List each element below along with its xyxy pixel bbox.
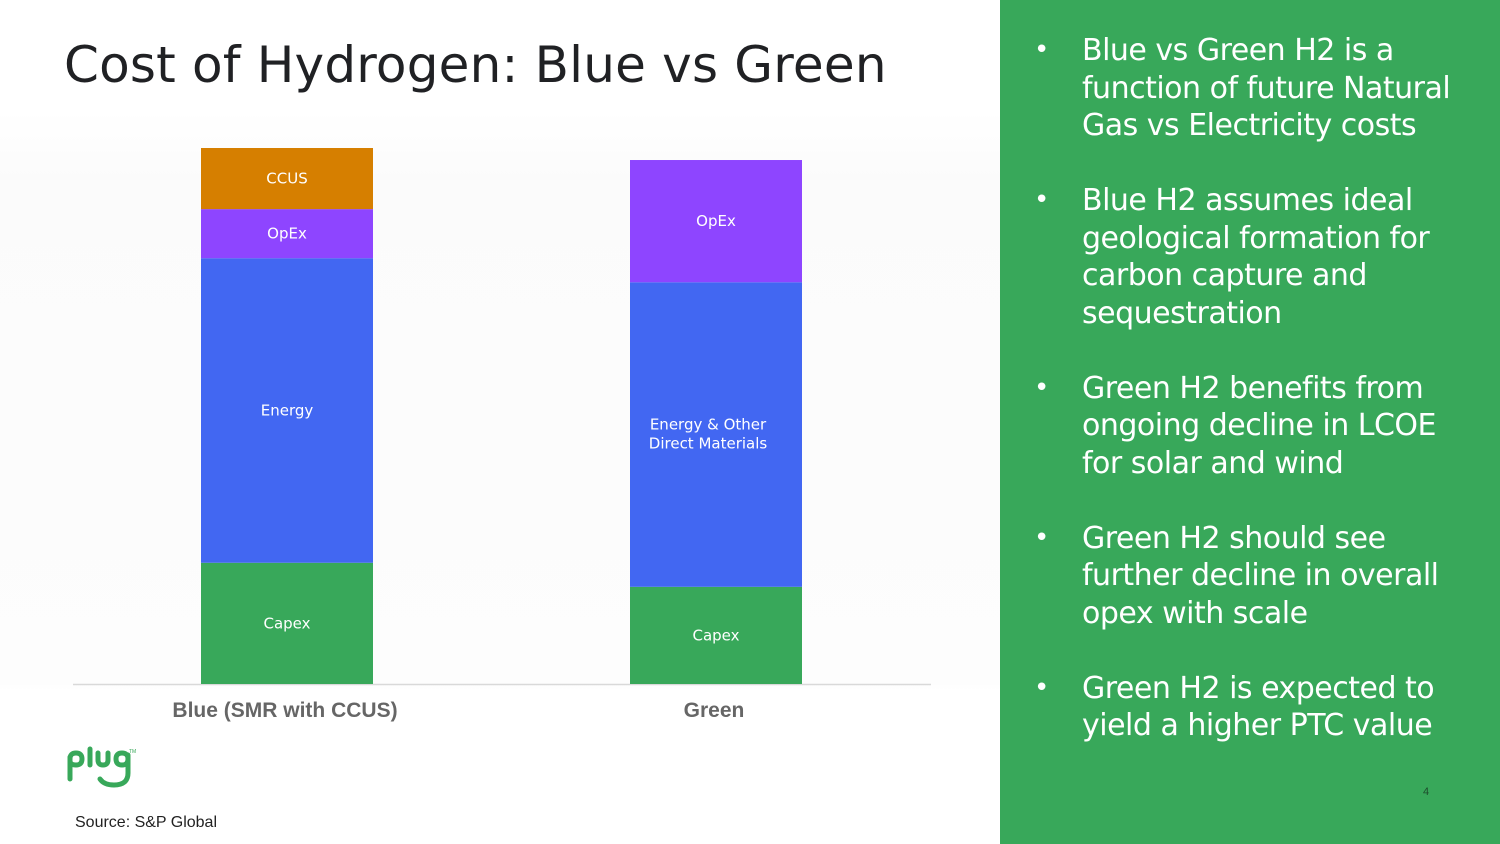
- segment-label: OpEx: [696, 212, 736, 230]
- segment-label: Capex: [692, 626, 739, 644]
- bar-segment-capex: [201, 562, 373, 684]
- bar-segment-energy: [201, 258, 373, 563]
- bullet-item: Green H2 is expected to yield a higher P…: [1034, 670, 1474, 745]
- bar-segment-energy-other-direct-materials: [630, 282, 802, 587]
- segment-label: Energy & Other Direct Materials: [649, 416, 768, 453]
- segment-label: Energy: [261, 401, 314, 419]
- plug-logo: TM: [64, 745, 136, 803]
- slide-title: Cost of Hydrogen: Blue vs Green: [64, 36, 887, 94]
- bullet-item: Green H2 should see further decline in o…: [1034, 520, 1474, 633]
- bar-segment-opex: [630, 160, 802, 283]
- segment-label: OpEx: [267, 225, 307, 243]
- bullet-item: Blue H2 assumes ideal geological formati…: [1034, 182, 1474, 332]
- source-note: Source: S&P Global: [75, 814, 218, 831]
- category-label: Green: [684, 699, 745, 722]
- segment-label: CCUS: [266, 170, 307, 188]
- bullet-list: Blue vs Green H2 is a function of future…: [1034, 32, 1474, 782]
- key-points-panel: Blue vs Green H2 is a function of future…: [1000, 0, 1500, 844]
- bullet-item: Blue vs Green H2 is a function of future…: [1034, 32, 1474, 145]
- bar-segment-opex: [201, 209, 373, 259]
- category-label: Blue (SMR with CCUS): [172, 699, 397, 722]
- bar-segment-ccus: [201, 148, 373, 210]
- segment-label: Capex: [263, 614, 310, 632]
- bullet-item: Green H2 benefits from ongoing decline i…: [1034, 370, 1474, 483]
- stacked-bar-chart: Capex Energy OpEx CCUS Blue (SMR with CCUS) C…: [73, 148, 931, 722]
- chart-area: Capex Energy OpEx CCUS Blue (SMR with CCUS) C…: [0, 0, 1000, 844]
- svg-text:TM: TM: [129, 749, 136, 755]
- bar-segment-capex: [630, 586, 802, 684]
- page-number: 4: [1423, 786, 1430, 798]
